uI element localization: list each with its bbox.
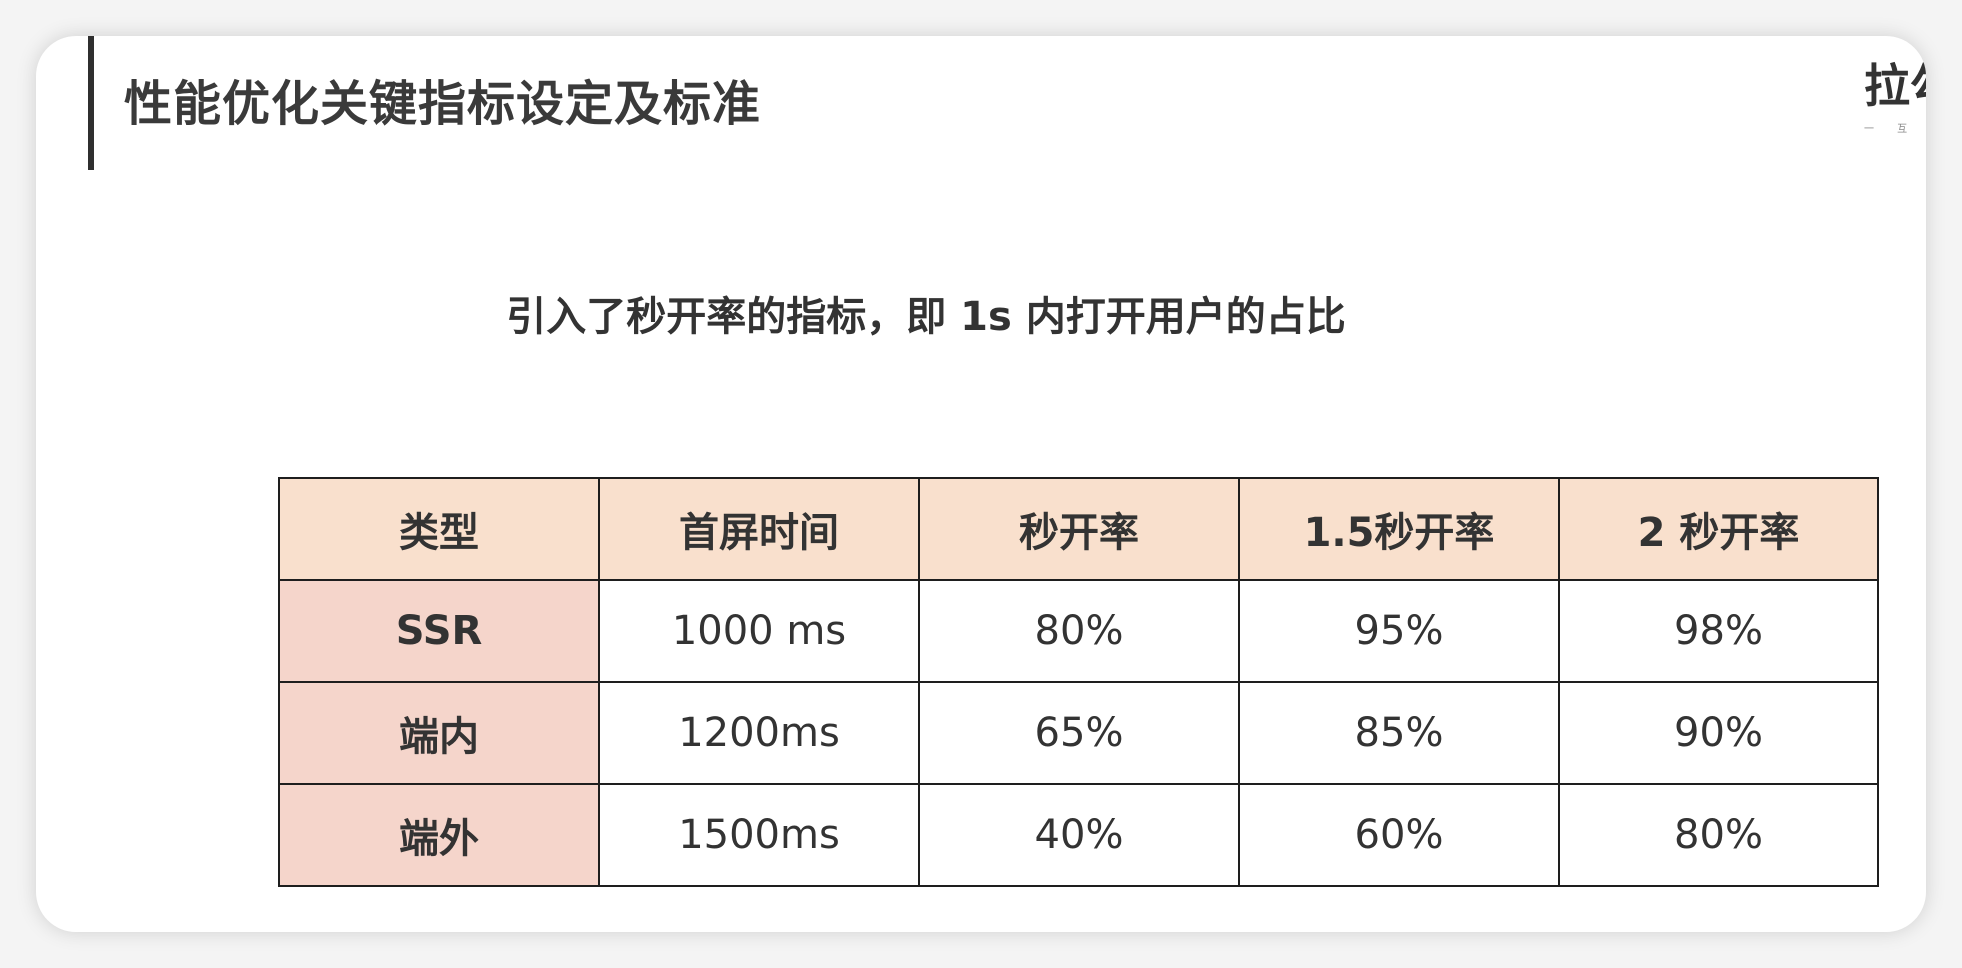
brand-logo-subtext: 一 互 联 (1864, 124, 1926, 135)
table-cell: 95% (1238, 579, 1560, 683)
row-type-label: 端内 (278, 681, 600, 785)
table-header-row: 类型 首屏时间 秒开率 1.5秒开率 2 秒开率 (278, 477, 1879, 581)
header-1-5s-open-rate: 1.5秒开率 (1238, 477, 1560, 581)
table-cell: 1000 ms (598, 579, 920, 683)
header-type: 类型 (278, 477, 600, 581)
page-title: 性能优化关键指标设定及标准 (124, 76, 762, 132)
table-cell: 1500ms (598, 783, 920, 887)
table-cell: 60% (1238, 783, 1560, 887)
table-cell: 80% (1558, 783, 1879, 887)
metrics-table: 类型 首屏时间 秒开率 1.5秒开率 2 秒开率 SSR 1000 ms 80%… (278, 477, 1879, 887)
table-cell: 98% (1558, 579, 1879, 683)
table-cell: 40% (918, 783, 1240, 887)
table-cell: 90% (1558, 681, 1879, 785)
table-row: SSR 1000 ms 80% 95% 98% (278, 579, 1879, 683)
table-cell: 80% (918, 579, 1240, 683)
header-2s-open-rate: 2 秒开率 (1558, 477, 1879, 581)
slide: 性能优化关键指标设定及标准 拉勾 一 互 联 引入了秒开率的指标，即 1s 内打… (36, 36, 1926, 932)
row-type-label: 端外 (278, 783, 600, 887)
title-accent-bar (88, 36, 94, 170)
table-row: 端内 1200ms 65% 85% 90% (278, 681, 1879, 785)
table-cell: 1200ms (598, 681, 920, 785)
table-row: 端外 1500ms 40% 60% 80% (278, 783, 1879, 887)
row-type-label: SSR (278, 579, 600, 683)
brand-logo: 拉勾 一 互 联 (1864, 60, 1926, 160)
table-cell: 85% (1238, 681, 1560, 785)
brand-logo-text: 拉勾 (1864, 60, 1926, 113)
header-1s-open-rate: 秒开率 (918, 477, 1240, 581)
table-cell: 65% (918, 681, 1240, 785)
header-first-screen-time: 首屏时间 (598, 477, 920, 581)
slide-subtitle: 引入了秒开率的指标，即 1s 内打开用户的占比 (506, 294, 1346, 340)
